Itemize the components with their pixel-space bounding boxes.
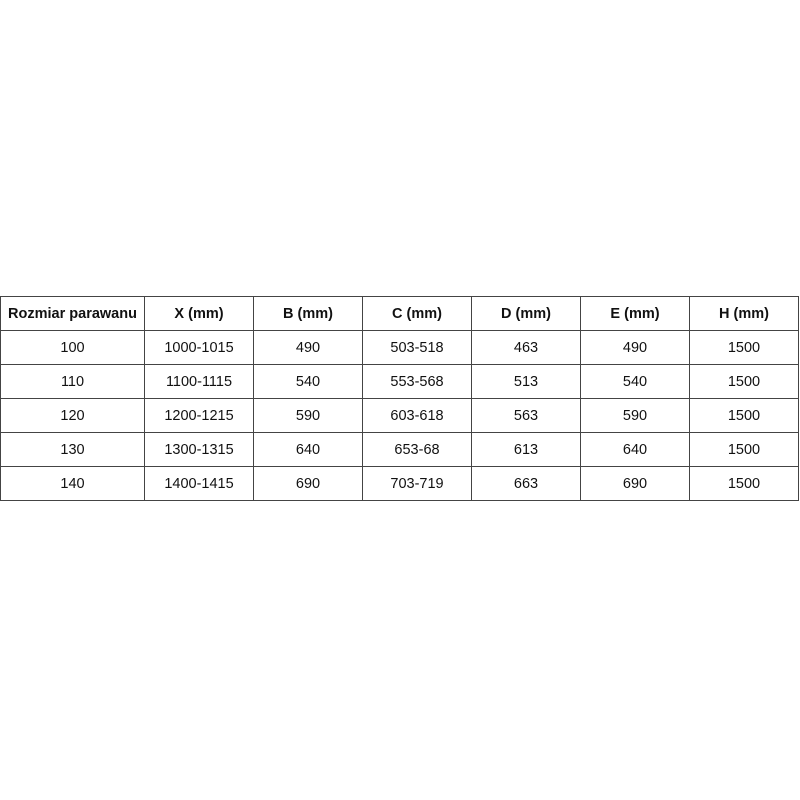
table-cell: 130 xyxy=(0,432,145,467)
column-header: Rozmiar parawanu xyxy=(0,296,145,331)
table-row: 100 1000-1015 490 503-518 463 490 1500 xyxy=(0,330,799,365)
table-cell: 1500 xyxy=(689,364,799,399)
table-row: 120 1200-1215 590 603-618 563 590 1500 xyxy=(0,398,799,433)
table-cell: 613 xyxy=(471,432,581,467)
table-cell: 653-68 xyxy=(362,432,472,467)
table-cell: 463 xyxy=(471,330,581,365)
table-cell: 640 xyxy=(580,432,690,467)
table-cell: 110 xyxy=(0,364,145,399)
table-row: 140 1400-1415 690 703-719 663 690 1500 xyxy=(0,466,799,501)
table-cell: 590 xyxy=(253,398,363,433)
column-header: X (mm) xyxy=(144,296,254,331)
table-cell: 603-618 xyxy=(362,398,472,433)
table-cell: 1300-1315 xyxy=(144,432,254,467)
table-cell: 503-518 xyxy=(362,330,472,365)
table-cell: 490 xyxy=(253,330,363,365)
column-header: C (mm) xyxy=(362,296,472,331)
table-cell: 663 xyxy=(471,466,581,501)
table-cell: 690 xyxy=(580,466,690,501)
table-cell: 140 xyxy=(0,466,145,501)
table-cell: 1500 xyxy=(689,330,799,365)
column-header: D (mm) xyxy=(471,296,581,331)
table-cell: 540 xyxy=(580,364,690,399)
table-cell: 513 xyxy=(471,364,581,399)
table-cell: 540 xyxy=(253,364,363,399)
table-cell: 1200-1215 xyxy=(144,398,254,433)
table-cell: 1000-1015 xyxy=(144,330,254,365)
column-header: B (mm) xyxy=(253,296,363,331)
table-cell: 1100-1115 xyxy=(144,364,254,399)
column-header: H (mm) xyxy=(689,296,799,331)
dimensions-table: Rozmiar parawanu X (mm) B (mm) C (mm) D (mm)… xyxy=(0,296,799,501)
table-row: 130 1300-1315 640 653-68 613 640 1500 xyxy=(0,432,799,467)
table-cell: 553-568 xyxy=(362,364,472,399)
table-cell: 1500 xyxy=(689,466,799,501)
table-row: 110 1100-1115 540 553-568 513 540 1500 xyxy=(0,364,799,399)
table-cell: 690 xyxy=(253,466,363,501)
header-row: Rozmiar parawanu X (mm) B (mm) C (mm) D (mm)… xyxy=(0,296,799,331)
table-cell: 120 xyxy=(0,398,145,433)
table-cell: 100 xyxy=(0,330,145,365)
table-cell: 1500 xyxy=(689,432,799,467)
table-cell: 703-719 xyxy=(362,466,472,501)
table-cell: 490 xyxy=(580,330,690,365)
table-cell: 563 xyxy=(471,398,581,433)
table-cell: 590 xyxy=(580,398,690,433)
table-cell: 1500 xyxy=(689,398,799,433)
column-header: E (mm) xyxy=(580,296,690,331)
table-cell: 1400-1415 xyxy=(144,466,254,501)
table-cell: 640 xyxy=(253,432,363,467)
